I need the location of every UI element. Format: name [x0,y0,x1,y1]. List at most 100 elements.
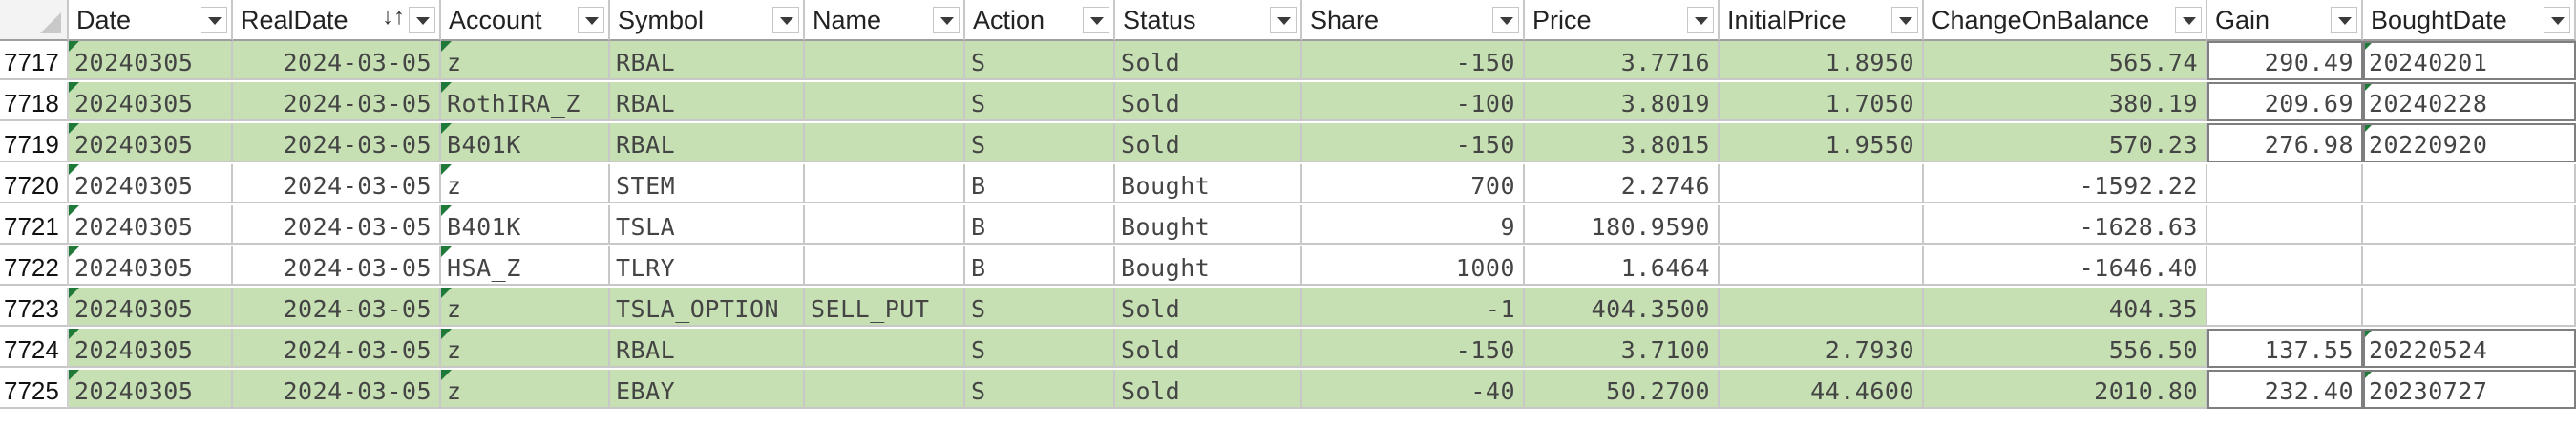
cell-symbol[interactable]: RBAL [610,82,805,121]
cell-date[interactable]: 20240305 [69,329,233,368]
filter-dropdown-button[interactable] [578,7,604,33]
cell-share[interactable]: 1000 [1302,246,1525,286]
cell-gain[interactable] [2207,246,2363,286]
cell-name[interactable] [805,123,965,162]
row-header[interactable]: 7722 [0,246,69,286]
cell-status[interactable]: Sold [1115,82,1302,121]
row-header[interactable]: 7725 [0,370,69,409]
cell-gain[interactable] [2207,164,2363,203]
cell-initialprice[interactable] [1720,246,1924,286]
cell-action[interactable]: B [965,246,1115,286]
cell-share[interactable]: 700 [1302,164,1525,203]
cell-changeonbalance[interactable]: 570.23 [1924,123,2207,162]
header-action[interactable]: Action [965,0,1115,41]
cell-date[interactable]: 20240305 [69,370,233,409]
cell-boughtdate[interactable] [2363,246,2576,286]
cell-action[interactable]: S [965,329,1115,368]
cell-name[interactable] [805,329,965,368]
cell-name[interactable] [805,41,965,80]
cell-action[interactable]: B [965,164,1115,203]
cell-account[interactable]: RothIRA_Z [441,82,610,121]
filter-dropdown-button[interactable] [409,7,435,33]
cell-symbol[interactable]: TLRY [610,246,805,286]
cell-name[interactable] [805,205,965,245]
cell-realdate[interactable]: 2024-03-05 [233,123,441,162]
cell-account[interactable]: z [441,164,610,203]
filter-dropdown-button[interactable] [1687,7,1714,33]
cell-date[interactable]: 20240305 [69,246,233,286]
filter-dropdown-button[interactable] [1891,7,1918,33]
cell-action[interactable]: S [965,288,1115,327]
cell-action[interactable]: S [965,41,1115,80]
cell-symbol[interactable]: RBAL [610,329,805,368]
row-header[interactable]: 7721 [0,205,69,245]
cell-initialprice[interactable]: 2.7930 [1720,329,1924,368]
cell-boughtdate[interactable]: 20220524 [2363,329,2576,368]
cell-status[interactable]: Sold [1115,288,1302,327]
cell-price[interactable]: 50.2700 [1525,370,1720,409]
cell-gain[interactable]: 137.55 [2207,329,2363,368]
cell-price[interactable]: 3.7716 [1525,41,1720,80]
filter-dropdown-button[interactable] [201,7,227,33]
cell-share[interactable]: -150 [1302,41,1525,80]
cell-price[interactable]: 1.6464 [1525,246,1720,286]
cell-account[interactable]: HSA_Z [441,246,610,286]
cell-price[interactable]: 3.7100 [1525,329,1720,368]
row-header[interactable]: 7718 [0,82,69,121]
cell-boughtdate[interactable] [2363,288,2576,327]
row-header[interactable]: 7724 [0,329,69,368]
cell-status[interactable]: Sold [1115,370,1302,409]
cell-date[interactable]: 20240305 [69,41,233,80]
filter-dropdown-button[interactable] [933,7,960,33]
cell-symbol[interactable]: TSLA_OPTION [610,288,805,327]
cell-changeonbalance[interactable]: -1646.40 [1924,246,2207,286]
cell-changeonbalance[interactable]: 380.19 [1924,82,2207,121]
cell-account[interactable]: z [441,288,610,327]
cell-status[interactable]: Sold [1115,329,1302,368]
cell-name[interactable] [805,164,965,203]
cell-price[interactable]: 3.8015 [1525,123,1720,162]
cell-initialprice[interactable] [1720,164,1924,203]
cell-share[interactable]: -100 [1302,82,1525,121]
row-header[interactable]: 7719 [0,123,69,162]
cell-account[interactable]: z [441,370,610,409]
cell-changeonbalance[interactable]: 404.35 [1924,288,2207,327]
cell-price[interactable]: 404.3500 [1525,288,1720,327]
cell-symbol[interactable]: STEM [610,164,805,203]
cell-symbol[interactable]: TSLA [610,205,805,245]
cell-account[interactable]: B401K [441,123,610,162]
filter-dropdown-button[interactable] [1492,7,1519,33]
cell-symbol[interactable]: RBAL [610,41,805,80]
cell-initialprice[interactable]: 1.7050 [1720,82,1924,121]
header-name[interactable]: Name [805,0,965,41]
filter-dropdown-button[interactable] [2175,7,2202,33]
header-symbol[interactable]: Symbol [610,0,805,41]
cell-changeonbalance[interactable]: -1628.63 [1924,205,2207,245]
cell-share[interactable]: -40 [1302,370,1525,409]
filter-dropdown-button[interactable] [2544,7,2570,33]
header-account[interactable]: Account [441,0,610,41]
cell-name[interactable] [805,246,965,286]
cell-initialprice[interactable]: 1.9550 [1720,123,1924,162]
filter-dropdown-button[interactable] [1270,7,1297,33]
cell-changeonbalance[interactable]: 565.74 [1924,41,2207,80]
cell-gain[interactable]: 276.98 [2207,123,2363,162]
cell-account[interactable]: B401K [441,205,610,245]
filter-dropdown-button[interactable] [772,7,799,33]
cell-initialprice[interactable]: 1.8950 [1720,41,1924,80]
cell-date[interactable]: 20240305 [69,164,233,203]
cell-date[interactable]: 20240305 [69,205,233,245]
cell-realdate[interactable]: 2024-03-05 [233,329,441,368]
cell-realdate[interactable]: 2024-03-05 [233,288,441,327]
header-boughtdate[interactable]: BoughtDate [2363,0,2576,41]
cell-name[interactable] [805,82,965,121]
cell-action[interactable]: S [965,82,1115,121]
header-share[interactable]: Share [1302,0,1525,41]
cell-action[interactable]: B [965,205,1115,245]
cell-gain[interactable] [2207,205,2363,245]
cell-date[interactable]: 20240305 [69,288,233,327]
filter-dropdown-button[interactable] [2331,7,2357,33]
header-gain[interactable]: Gain [2207,0,2363,41]
cell-changeonbalance[interactable]: -1592.22 [1924,164,2207,203]
cell-boughtdate[interactable] [2363,205,2576,245]
